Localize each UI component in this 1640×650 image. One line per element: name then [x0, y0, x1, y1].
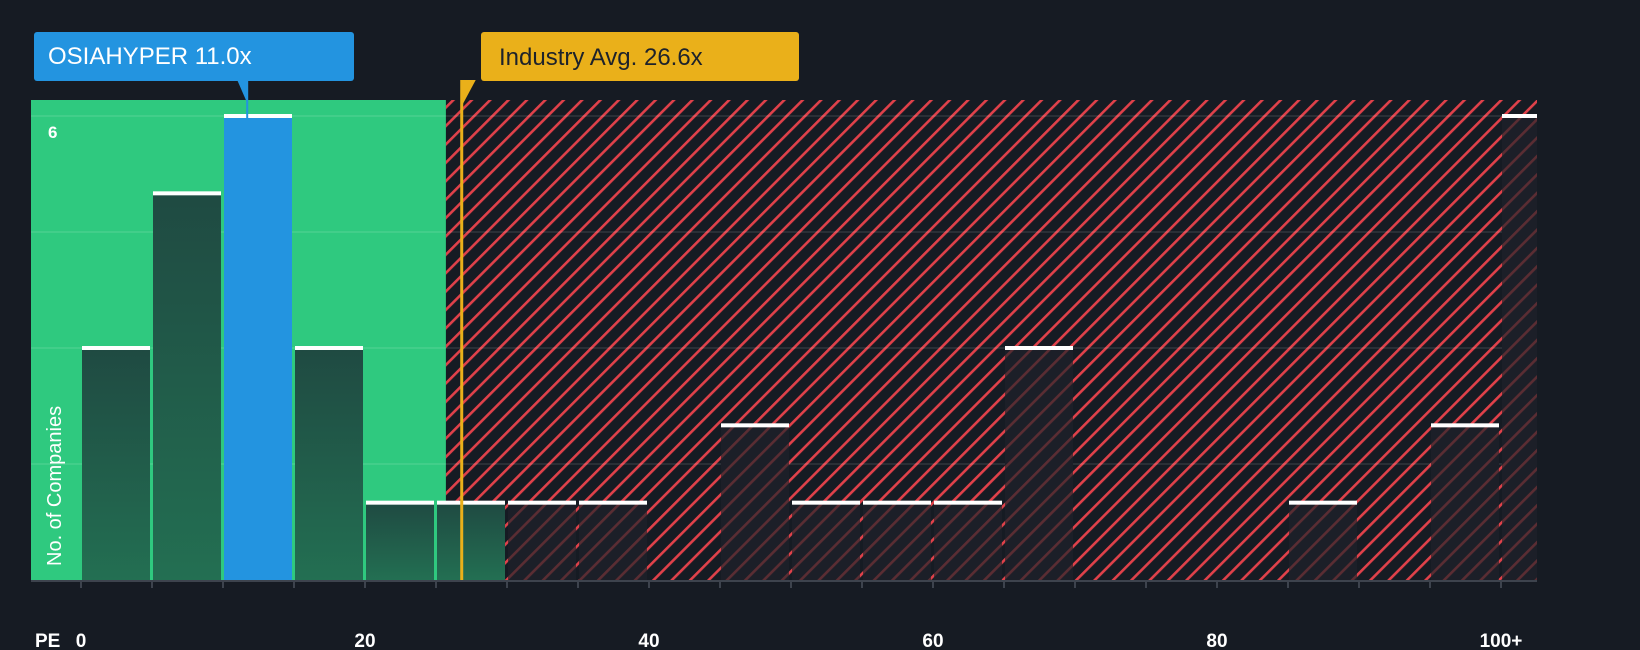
bar-cap: [934, 500, 1002, 505]
bar-95-100[interactable]: [1431, 423, 1499, 580]
overvalued-zone: [445, 100, 1538, 580]
x-tick-label: 40: [638, 631, 659, 650]
bar-50-55[interactable]: [792, 500, 860, 580]
bar-cap: [1431, 423, 1499, 428]
x-axis-label: PE: [35, 631, 60, 650]
bar-45-50[interactable]: [721, 423, 789, 580]
bar-cap: [82, 346, 150, 350]
bar-cap: [863, 500, 931, 505]
bar-cap: [437, 500, 505, 505]
bar-cap: [1502, 114, 1537, 118]
bar-0-5[interactable]: [82, 346, 150, 580]
y-axis-label: No. of Companies: [44, 406, 66, 566]
bar-85-90[interactable]: [1289, 500, 1357, 580]
bar-cap: [295, 346, 363, 350]
x-tick-label: 60: [922, 631, 943, 650]
industry-avg-label: Industry Avg. 26.6x: [499, 44, 703, 71]
bar-cap: [366, 500, 434, 505]
x-tick-label: 0: [76, 631, 87, 650]
company-pe-label: OSIAHYPER 11.0x: [48, 43, 252, 70]
bar-25-30[interactable]: [437, 500, 505, 580]
bar-15-20[interactable]: [295, 346, 363, 580]
industry-avg-callout[interactable]: Industry Avg. 26.6x: [460, 32, 799, 580]
histogram-bars: [82, 114, 1537, 581]
y-tick-label: 6: [48, 123, 57, 142]
bar-10-15[interactable]: [224, 114, 292, 580]
bar-cap: [721, 423, 789, 428]
x-tick-label: 80: [1206, 631, 1227, 650]
bar-cap: [224, 114, 292, 118]
bar-cap: [1005, 346, 1073, 350]
bar-cap: [508, 500, 576, 505]
company-pe-callout[interactable]: OSIAHYPER 11.0x: [34, 32, 354, 118]
bar-cap: [579, 500, 647, 505]
x-axis: 0 20 40 60 80 100+: [31, 580, 1537, 650]
x-tick-label: 100+: [1480, 631, 1523, 650]
bar-30-35[interactable]: [508, 500, 576, 580]
bar-cap: [792, 500, 860, 505]
bar-cap: [153, 191, 221, 196]
callouts: OSIAHYPER 11.0x Industry Avg. 26.6x: [34, 32, 799, 580]
bar-35-40[interactable]: [579, 500, 647, 580]
bar-5-10[interactable]: [153, 191, 221, 581]
bar-cap: [1289, 500, 1357, 505]
x-tick-label: 20: [354, 631, 375, 650]
bar-65-70[interactable]: [1005, 346, 1073, 580]
bar-60-65[interactable]: [934, 500, 1002, 580]
bar-20-25[interactable]: [366, 500, 434, 580]
bar-100+[interactable]: [1502, 114, 1537, 580]
bar-55-60[interactable]: [863, 500, 931, 580]
